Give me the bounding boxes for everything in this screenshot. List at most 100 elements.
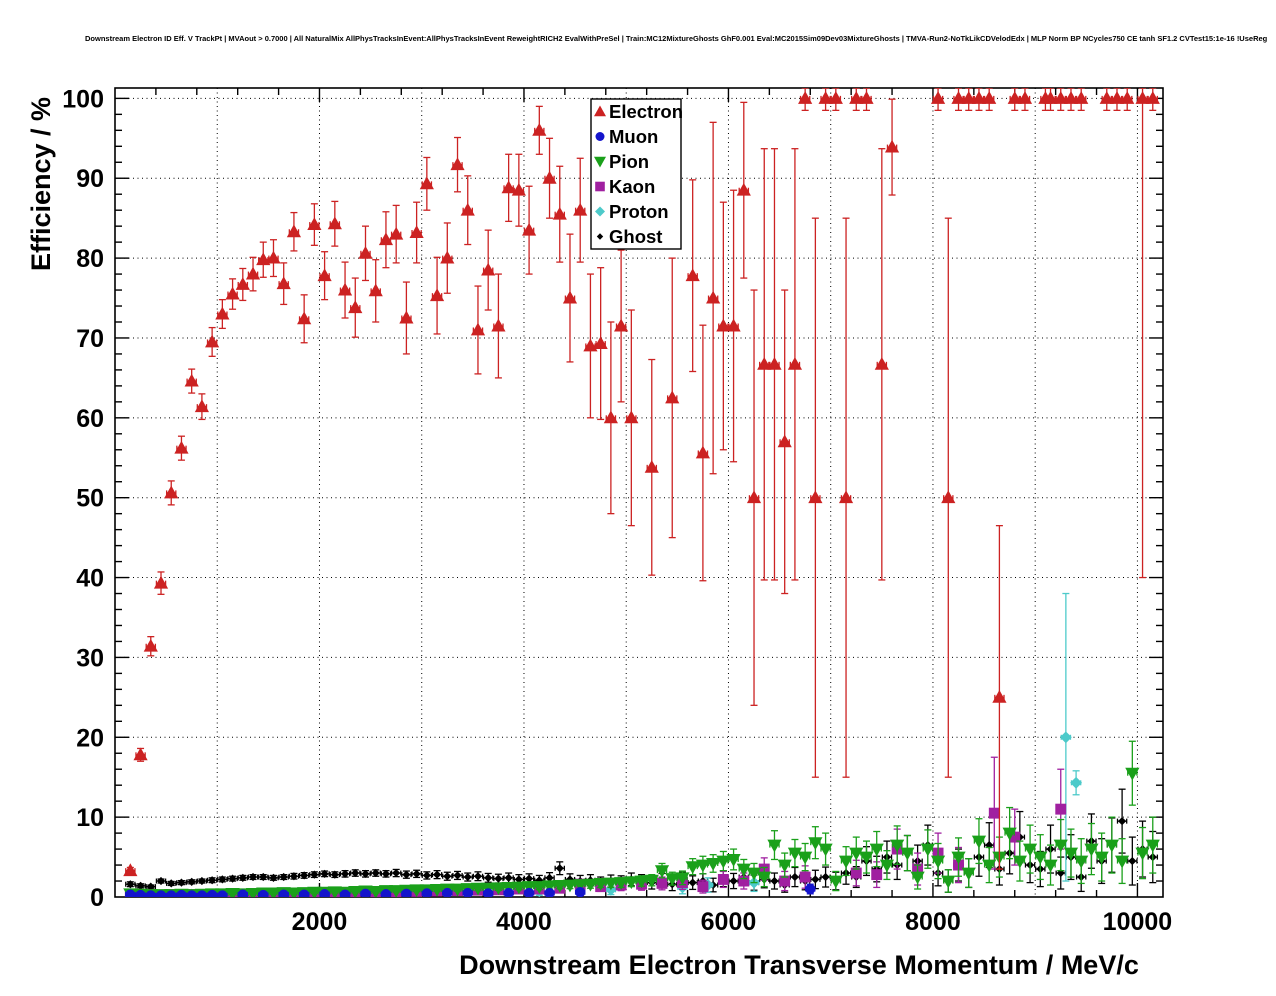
legend-item-electron: Electron xyxy=(594,101,683,122)
muon-marker-icon xyxy=(544,887,555,897)
pion-marker-icon xyxy=(562,879,578,893)
ghost-marker-icon xyxy=(269,873,278,882)
electron-marker-icon xyxy=(1043,91,1058,104)
pion-marker-icon xyxy=(930,855,946,869)
pion-marker-icon xyxy=(879,859,895,873)
muon-marker-icon xyxy=(339,889,351,897)
y-tick-label: 40 xyxy=(76,565,104,593)
electron-marker-icon xyxy=(614,318,629,332)
kaon-marker-icon xyxy=(799,871,811,883)
y-tick-label: 0 xyxy=(90,884,104,912)
pion-marker-icon xyxy=(900,847,915,861)
ghost-marker-icon xyxy=(300,871,309,880)
ghost-marker-icon xyxy=(821,872,830,882)
electron-marker-icon xyxy=(706,290,721,304)
muon-marker-icon xyxy=(503,887,514,897)
y-tick-label: 70 xyxy=(76,325,104,353)
electron-marker-icon xyxy=(307,217,322,231)
pion-marker-icon xyxy=(1125,767,1140,781)
pion-marker-icon xyxy=(1043,859,1058,873)
electron-marker-icon xyxy=(716,318,731,332)
electron-marker-icon xyxy=(1074,91,1089,104)
electron-marker-icon xyxy=(1099,91,1114,104)
ghost-marker-icon xyxy=(259,872,268,882)
pion-marker-icon xyxy=(521,881,537,894)
electron-marker-icon xyxy=(849,91,864,104)
electron-marker-icon xyxy=(665,390,680,404)
electron-marker-icon xyxy=(511,182,526,196)
pion-marker-icon xyxy=(450,883,465,897)
y-tick-label: 80 xyxy=(76,245,104,273)
electron-marker-icon xyxy=(767,356,782,370)
pion-marker-icon xyxy=(849,847,864,861)
electron-marker-icon xyxy=(777,434,792,448)
muon-marker-icon xyxy=(380,889,392,897)
electron-marker-icon xyxy=(838,490,854,504)
legend-item-ghost: Ghost xyxy=(596,226,662,247)
pion-marker-icon xyxy=(266,887,281,897)
muon-marker-icon xyxy=(462,887,473,897)
proton-marker-icon xyxy=(1070,776,1083,789)
muon-marker-icon xyxy=(237,889,248,897)
legend-item-muon: Muon xyxy=(595,126,658,147)
electron-marker-icon xyxy=(1145,91,1160,104)
ghost-marker-icon xyxy=(402,870,411,879)
kaon-marker-icon xyxy=(988,807,1000,819)
electron-marker-icon xyxy=(286,224,302,238)
pion-marker-icon xyxy=(573,879,588,892)
electron-marker-icon xyxy=(542,170,557,184)
electron-marker-icon xyxy=(194,399,210,413)
series-electron xyxy=(123,88,1160,877)
kaon-marker-icon xyxy=(656,877,668,889)
electron-marker-icon xyxy=(337,282,353,296)
electron-marker-icon xyxy=(552,206,567,220)
muon-marker-icon xyxy=(125,889,136,897)
electron-marker-icon xyxy=(695,445,711,459)
electron-marker-icon xyxy=(930,91,946,104)
legend-label-electron: Electron xyxy=(609,101,683,122)
electron-marker-icon xyxy=(685,268,700,282)
electron-marker-icon xyxy=(521,222,537,236)
ghost-marker-icon xyxy=(392,868,401,878)
electron-marker-icon xyxy=(757,356,772,370)
electron-marker-icon xyxy=(481,262,496,276)
plot-title: Downstream Electron ID Eff. V TrackPt | … xyxy=(85,34,1268,43)
electron-marker-icon xyxy=(971,91,987,104)
pion-marker-icon xyxy=(552,879,567,893)
electron-marker-icon xyxy=(644,460,659,473)
pion-marker-icon xyxy=(777,859,792,873)
muon-marker-icon xyxy=(166,890,177,897)
y-tick-label: 10 xyxy=(76,804,104,832)
ghost-marker-icon xyxy=(167,879,176,888)
electron-marker-icon xyxy=(1007,91,1022,104)
ghost-marker-icon xyxy=(248,872,258,882)
ghost-marker-icon xyxy=(238,873,247,882)
electron-marker-icon xyxy=(235,277,250,290)
ghost-marker-icon xyxy=(340,869,350,878)
pion-marker-icon xyxy=(787,847,803,861)
electron-marker-icon xyxy=(491,318,506,332)
pion-marker-icon xyxy=(1114,855,1130,869)
electron-marker-icon xyxy=(143,638,158,652)
ghost-marker-icon xyxy=(371,868,380,878)
muon-marker-icon xyxy=(155,890,167,897)
ghost-marker-icon xyxy=(729,876,738,886)
pion-marker-icon xyxy=(767,839,782,853)
electron-marker-icon xyxy=(164,485,179,499)
muon-marker-icon xyxy=(278,889,289,897)
x-tick-label: 2000 xyxy=(292,908,348,936)
pion-marker-icon xyxy=(368,885,383,897)
electron-marker-icon xyxy=(1053,91,1068,104)
x-tick-label: 10000 xyxy=(1103,908,1173,936)
pion-marker-icon xyxy=(1084,843,1099,857)
ghost-marker-icon xyxy=(320,869,329,878)
electron-marker-icon xyxy=(409,225,424,238)
pion-marker-icon xyxy=(808,837,823,851)
electron-marker-icon xyxy=(317,268,332,282)
electron-marker-icon xyxy=(583,338,598,352)
electron-marker-icon xyxy=(184,373,199,387)
pion-marker-icon xyxy=(491,882,506,896)
pion-marker-icon xyxy=(869,843,884,857)
y-tick-label: 90 xyxy=(76,165,104,193)
